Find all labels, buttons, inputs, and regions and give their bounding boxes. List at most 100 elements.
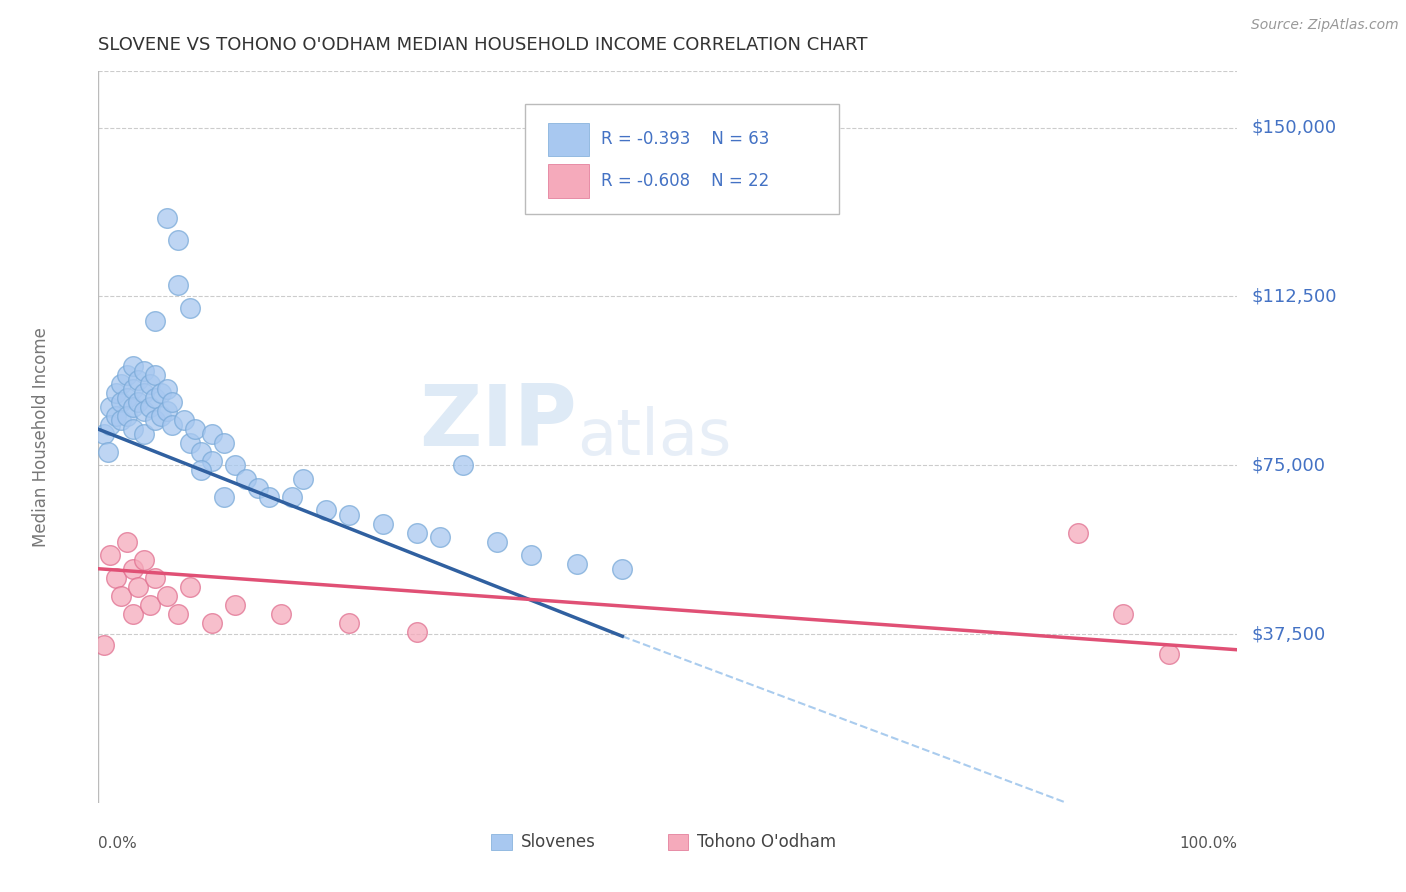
Point bbox=[145, 368, 167, 383]
Text: R = -0.608    N = 22: R = -0.608 N = 22 bbox=[600, 172, 769, 190]
Text: $37,500: $37,500 bbox=[1251, 625, 1326, 643]
FancyBboxPatch shape bbox=[548, 122, 589, 156]
Point bbox=[224, 458, 246, 473]
Point bbox=[167, 278, 190, 293]
Point bbox=[115, 534, 138, 549]
Point bbox=[145, 413, 167, 427]
FancyBboxPatch shape bbox=[526, 104, 839, 214]
Point bbox=[1067, 525, 1090, 540]
Point bbox=[132, 553, 155, 567]
Point bbox=[121, 400, 143, 414]
Point bbox=[132, 404, 155, 418]
Point bbox=[121, 562, 143, 576]
Point bbox=[190, 463, 212, 477]
Point bbox=[150, 409, 173, 423]
Text: $150,000: $150,000 bbox=[1251, 119, 1336, 136]
Text: $75,000: $75,000 bbox=[1251, 456, 1326, 475]
Point bbox=[115, 391, 138, 405]
Point bbox=[246, 481, 269, 495]
Point bbox=[98, 417, 121, 432]
Point bbox=[259, 490, 281, 504]
Point bbox=[110, 395, 132, 409]
Text: atlas: atlas bbox=[576, 406, 731, 468]
Point bbox=[104, 386, 127, 401]
Point bbox=[1157, 647, 1180, 661]
Point bbox=[121, 382, 143, 396]
Point bbox=[156, 382, 179, 396]
Point bbox=[162, 395, 184, 409]
Point bbox=[121, 607, 143, 621]
Text: R = -0.393    N = 63: R = -0.393 N = 63 bbox=[600, 130, 769, 148]
Point bbox=[132, 386, 155, 401]
Text: Tohono O'odham: Tohono O'odham bbox=[697, 833, 837, 851]
Point bbox=[212, 490, 235, 504]
Point bbox=[121, 422, 143, 436]
Point bbox=[173, 413, 195, 427]
Text: $112,500: $112,500 bbox=[1251, 287, 1337, 305]
Point bbox=[201, 426, 224, 441]
Point bbox=[150, 386, 173, 401]
Point bbox=[235, 472, 257, 486]
Text: Slovenes: Slovenes bbox=[522, 833, 596, 851]
Point bbox=[96, 444, 118, 458]
Point bbox=[115, 409, 138, 423]
Text: 0.0%: 0.0% bbox=[98, 836, 138, 851]
Point bbox=[520, 548, 543, 562]
Point bbox=[179, 435, 201, 450]
Point bbox=[167, 233, 190, 247]
Point bbox=[371, 516, 394, 531]
Point bbox=[104, 409, 127, 423]
Point bbox=[201, 615, 224, 630]
Point bbox=[179, 301, 201, 315]
Point bbox=[110, 377, 132, 392]
Point bbox=[121, 359, 143, 374]
Point bbox=[162, 417, 184, 432]
Point bbox=[486, 534, 509, 549]
Point bbox=[93, 426, 115, 441]
Point bbox=[281, 490, 304, 504]
Point bbox=[138, 377, 160, 392]
Text: SLOVENE VS TOHONO O'ODHAM MEDIAN HOUSEHOLD INCOME CORRELATION CHART: SLOVENE VS TOHONO O'ODHAM MEDIAN HOUSEHO… bbox=[98, 36, 868, 54]
Point bbox=[451, 458, 474, 473]
Bar bbox=[491, 834, 512, 850]
Point bbox=[132, 364, 155, 378]
Point bbox=[612, 562, 634, 576]
Point bbox=[98, 548, 121, 562]
Text: Source: ZipAtlas.com: Source: ZipAtlas.com bbox=[1251, 18, 1399, 32]
Point bbox=[127, 373, 149, 387]
Point bbox=[110, 413, 132, 427]
Point bbox=[138, 598, 160, 612]
Point bbox=[315, 503, 337, 517]
Text: 100.0%: 100.0% bbox=[1180, 836, 1237, 851]
Point bbox=[292, 472, 315, 486]
Point bbox=[145, 314, 167, 328]
Point bbox=[201, 453, 224, 467]
Point bbox=[224, 598, 246, 612]
Point bbox=[337, 508, 360, 522]
Bar bbox=[668, 834, 689, 850]
Point bbox=[190, 444, 212, 458]
Text: Median Household Income: Median Household Income bbox=[32, 327, 51, 547]
Point bbox=[127, 580, 149, 594]
Point bbox=[156, 211, 179, 225]
Point bbox=[132, 426, 155, 441]
Point bbox=[270, 607, 292, 621]
Point bbox=[93, 638, 115, 652]
Point bbox=[138, 400, 160, 414]
Point bbox=[115, 368, 138, 383]
Point bbox=[156, 404, 179, 418]
Point bbox=[212, 435, 235, 450]
Point bbox=[156, 589, 179, 603]
Point bbox=[406, 525, 429, 540]
Point bbox=[127, 395, 149, 409]
Point bbox=[406, 624, 429, 639]
Point bbox=[184, 422, 207, 436]
Point bbox=[179, 580, 201, 594]
Point bbox=[429, 530, 451, 544]
FancyBboxPatch shape bbox=[548, 164, 589, 198]
Text: ZIP: ZIP bbox=[419, 381, 576, 464]
Point bbox=[565, 558, 588, 572]
Point bbox=[145, 391, 167, 405]
Point bbox=[1112, 607, 1135, 621]
Point bbox=[337, 615, 360, 630]
